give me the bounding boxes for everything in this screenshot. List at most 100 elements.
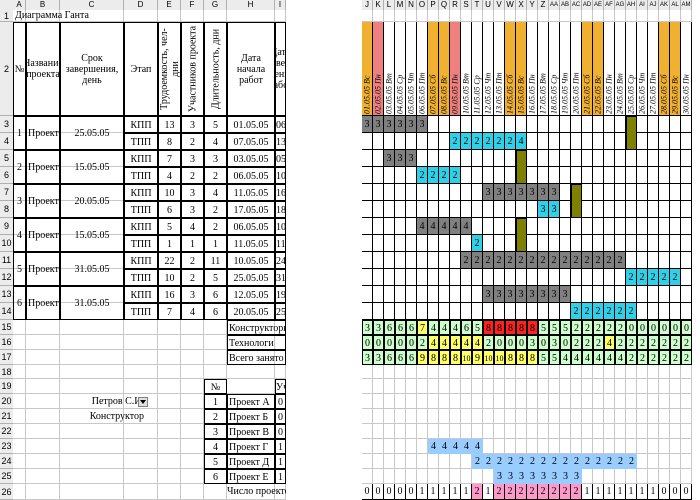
grid-cell[interactable] [648,394,659,409]
grid-cell[interactable] [124,394,158,409]
gantt-cell[interactable] [615,150,626,167]
row-header-26[interactable]: 26 [0,484,13,500]
participation-gantt-cell[interactable]: 2 [494,454,505,469]
grid-cell[interactable] [659,439,670,454]
grid-cell[interactable] [60,484,124,500]
grid-cell[interactable] [439,424,450,439]
grid-cell[interactable] [124,484,158,500]
gantt-cell[interactable]: 2 [604,303,615,320]
row-header-13[interactable]: 13 [0,286,13,303]
grid-cell[interactable] [395,454,406,469]
gantt-cell[interactable] [637,235,648,252]
grid-cell[interactable] [494,439,505,454]
gantt-cell[interactable] [604,235,615,252]
column-header-ak[interactable]: AK [659,0,670,10]
row-header-20[interactable]: 20 [0,394,13,409]
gantt-cell[interactable]: 3 [395,150,406,167]
participation-gantt-cell[interactable]: 4 [461,439,472,454]
grid-cell[interactable] [505,379,516,394]
grid-cell[interactable] [395,469,406,484]
gantt-cell[interactable] [505,150,516,167]
gantt-cell[interactable] [670,116,681,133]
gantt-cell[interactable] [549,167,560,184]
grid-cell[interactable] [13,424,26,439]
gantt-cell[interactable]: 2 [505,252,516,269]
grid-cell[interactable] [395,394,406,409]
row-header-24[interactable]: 24 [0,454,13,469]
gantt-cell[interactable] [670,133,681,150]
gantt-cell[interactable]: 2 [593,303,604,320]
row-header-9[interactable]: 9 [0,218,13,235]
grid-cell[interactable] [615,424,626,439]
row-header-15[interactable]: 15 [0,320,13,335]
grid-cell[interactable] [571,424,582,439]
grid-cell[interactable] [472,409,483,424]
grid-cell[interactable] [538,424,549,439]
grid-cell[interactable] [604,365,615,379]
gantt-cell[interactable] [516,116,527,133]
gantt-cell[interactable] [472,116,483,133]
gantt-cell[interactable]: 3 [549,286,560,303]
gantt-cell[interactable] [582,235,593,252]
column-header-h[interactable]: H [227,0,275,10]
grid-cell[interactable] [450,454,461,469]
participation-gantt-cell[interactable]: 2 [615,454,626,469]
grid-cell[interactable] [659,10,670,22]
gantt-cell[interactable] [384,218,395,235]
grid-cell[interactable] [395,379,406,394]
grid-cell[interactable] [560,439,571,454]
grid-cell[interactable] [181,409,204,424]
gantt-cell[interactable] [384,269,395,286]
gantt-cell[interactable] [461,150,472,167]
gantt-cell[interactable]: 4 [516,133,527,150]
participation-gantt-cell[interactable]: 2 [527,454,538,469]
participation-gantt-cell[interactable]: 2 [483,454,494,469]
gantt-cell[interactable] [428,235,439,252]
gantt-cell[interactable] [439,184,450,201]
grid-cell[interactable] [204,484,227,500]
grid-cell[interactable] [527,379,538,394]
gantt-cell[interactable] [406,184,417,201]
column-header-aa[interactable]: AA [549,0,560,10]
gantt-cell[interactable]: 3 [560,286,571,303]
grid-cell[interactable] [549,10,560,22]
gantt-cell[interactable] [373,218,384,235]
gantt-cell[interactable]: 2 [560,252,571,269]
gantt-cell[interactable] [406,252,417,269]
gantt-cell[interactable]: 3 [549,201,560,218]
gantt-cell[interactable] [582,269,593,286]
grid-cell[interactable] [615,10,626,22]
gantt-cell[interactable] [582,286,593,303]
grid-cell[interactable] [158,439,181,454]
gantt-cell[interactable] [626,201,637,218]
grid-cell[interactable] [461,10,472,22]
gantt-cell[interactable] [626,184,637,201]
grid-cell[interactable] [637,439,648,454]
gantt-cell[interactable] [494,269,505,286]
gantt-cell[interactable] [472,184,483,201]
gantt-cell[interactable] [593,201,604,218]
column-header-am[interactable]: AM [681,0,692,10]
gantt-cell[interactable] [560,218,571,235]
gantt-cell[interactable] [362,269,373,286]
grid-cell[interactable] [417,424,428,439]
grid-cell[interactable] [373,10,384,22]
column-header-o[interactable]: O [417,0,428,10]
grid-cell[interactable] [681,365,692,379]
grid-cell[interactable] [439,469,450,484]
row-header-12[interactable]: 12 [0,269,13,286]
gantt-cell[interactable] [505,116,516,133]
gantt-cell[interactable]: 2 [538,252,549,269]
gantt-cell[interactable]: 3 [483,286,494,303]
grid-cell[interactable] [670,424,681,439]
gantt-cell[interactable] [582,201,593,218]
grid-cell[interactable] [527,10,538,22]
gantt-cell[interactable] [538,167,549,184]
gantt-cell[interactable] [560,150,571,167]
grid-cell[interactable] [670,409,681,424]
grid-cell[interactable] [637,469,648,484]
grid-cell[interactable] [439,379,450,394]
grid-cell[interactable] [516,394,527,409]
grid-cell[interactable] [417,394,428,409]
grid-cell[interactable] [181,320,204,335]
